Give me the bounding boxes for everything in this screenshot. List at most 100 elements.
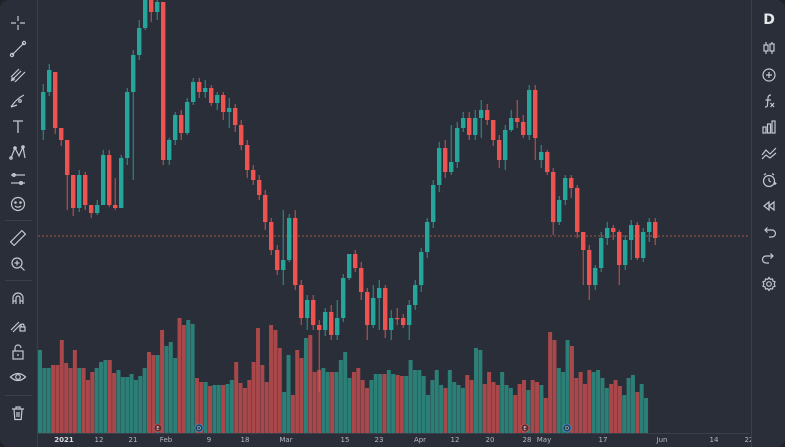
candle-body [269, 222, 274, 250]
candle-body [179, 115, 184, 133]
candle-body [329, 312, 334, 335]
candle [47, 64, 52, 96]
candle-body [437, 148, 442, 185]
candle [467, 112, 472, 140]
dividend-marker[interactable]: D [562, 423, 572, 433]
candle [563, 175, 568, 205]
candle-body [641, 232, 646, 258]
volume-bar [591, 372, 596, 433]
candle-body [221, 95, 226, 112]
pattern-icon[interactable] [8, 143, 28, 163]
volume-bar [85, 380, 90, 433]
add-indicator-icon[interactable] [759, 65, 779, 85]
candle-body [209, 88, 214, 103]
time-axis[interactable]: 2021 12 21 Feb 9 18 Mar 15 23 Apr 12 20 28 May 17 Jun 14… [38, 433, 753, 447]
dividend-marker[interactable]: D [194, 423, 204, 433]
volume-bar [221, 385, 226, 433]
candle-body [161, 2, 166, 160]
volume-bar [325, 372, 330, 433]
candle-body [605, 228, 610, 238]
time-tick-label: 2021 [54, 436, 74, 444]
candle [125, 88, 130, 165]
candle [437, 142, 442, 192]
time-tick-label: 28 [522, 436, 532, 444]
volume-bar [99, 362, 104, 433]
brush-icon[interactable] [8, 91, 28, 111]
volume-bar [120, 377, 125, 433]
candle [89, 205, 94, 218]
crosshair-icon[interactable] [8, 13, 28, 33]
candle [587, 245, 592, 300]
volume-bar [168, 342, 173, 433]
candle-body [95, 205, 100, 213]
emoji-icon[interactable] [8, 194, 28, 214]
bar-chart-icon[interactable] [759, 117, 779, 137]
undo-icon[interactable] [759, 222, 779, 242]
candle [347, 254, 352, 280]
candle-body [473, 118, 478, 135]
ruler-icon[interactable] [8, 228, 28, 248]
earnings-marker[interactable]: E [153, 423, 163, 433]
candle-body [449, 162, 454, 172]
chart-toolbar: D [751, 0, 785, 447]
zoom-in-icon[interactable] [8, 254, 28, 274]
candle-body [47, 70, 52, 92]
function-icon[interactable] [759, 91, 779, 111]
candle-body [497, 140, 502, 160]
volume-bar [38, 350, 42, 433]
volume-bar [133, 380, 138, 433]
candle-body [239, 125, 244, 145]
trend-line-icon[interactable] [8, 39, 28, 59]
settings-icon[interactable] [759, 274, 779, 294]
volume-bar [644, 398, 649, 433]
time-tick-label: 14 [709, 436, 719, 444]
pitchfork-icon[interactable] [8, 65, 28, 85]
candle [479, 100, 484, 138]
redo-icon[interactable] [759, 248, 779, 268]
earnings-marker[interactable]: E [520, 423, 530, 433]
candle [209, 85, 214, 106]
candle-body [581, 232, 586, 250]
trash-icon[interactable] [8, 403, 28, 423]
time-tick-label: 23 [374, 436, 384, 444]
volume-bar [181, 325, 186, 433]
candle-body [539, 152, 544, 160]
lock-drawing-icon[interactable] [8, 315, 28, 335]
candle [251, 165, 256, 185]
candle-body [563, 178, 568, 200]
candle-body [419, 252, 424, 285]
volume-bar [491, 382, 496, 433]
volume-bar [347, 378, 352, 433]
replay-icon[interactable] [759, 196, 779, 216]
event-marker-label: E [156, 426, 159, 432]
text-icon[interactable] [8, 117, 28, 137]
candle-body [431, 185, 436, 222]
volume-bar [129, 374, 134, 433]
volume-bar [395, 375, 400, 433]
interval-button[interactable]: D [763, 12, 775, 28]
volume-bar [256, 328, 260, 433]
time-tick-label: 12 [94, 436, 104, 444]
volume-bar [478, 350, 483, 433]
candles-icon[interactable] [759, 38, 779, 58]
volume-bar [548, 332, 553, 433]
forecast-icon[interactable] [8, 169, 28, 189]
volume-bar [251, 362, 256, 433]
candle [353, 250, 358, 272]
volume-bar [51, 365, 56, 433]
eye-icon[interactable] [8, 367, 28, 387]
magnet-icon[interactable] [8, 289, 28, 309]
candle [647, 218, 652, 242]
alert-icon[interactable] [759, 170, 779, 190]
candle [95, 200, 100, 215]
unlock-icon[interactable] [8, 342, 28, 362]
candle [461, 112, 466, 132]
candle [281, 210, 286, 285]
compare-icon[interactable] [759, 143, 779, 163]
volume-bar [561, 372, 566, 433]
volume-bar [360, 380, 365, 433]
volume-bar [535, 382, 540, 433]
volume-bar [583, 384, 587, 433]
